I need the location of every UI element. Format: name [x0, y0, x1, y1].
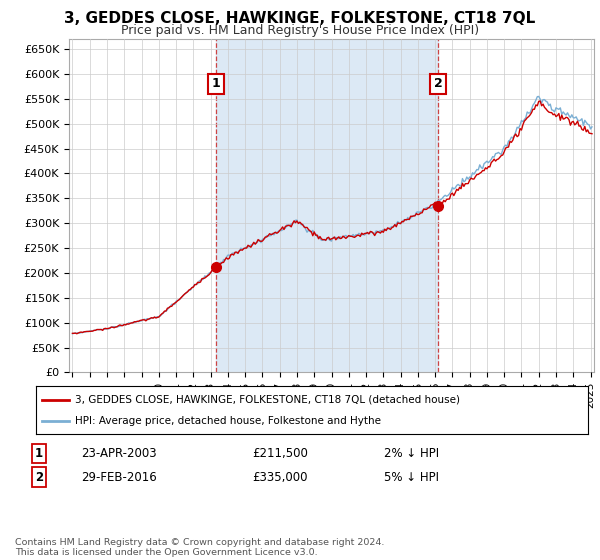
- Text: 1: 1: [212, 77, 220, 91]
- Text: £335,000: £335,000: [252, 470, 308, 484]
- Text: £211,500: £211,500: [252, 447, 308, 460]
- Text: 3, GEDDES CLOSE, HAWKINGE, FOLKESTONE, CT18 7QL (detached house): 3, GEDDES CLOSE, HAWKINGE, FOLKESTONE, C…: [74, 395, 460, 405]
- Text: 2% ↓ HPI: 2% ↓ HPI: [384, 447, 439, 460]
- Text: 3, GEDDES CLOSE, HAWKINGE, FOLKESTONE, CT18 7QL: 3, GEDDES CLOSE, HAWKINGE, FOLKESTONE, C…: [64, 11, 536, 26]
- Text: 2: 2: [434, 77, 442, 91]
- Text: Contains HM Land Registry data © Crown copyright and database right 2024.
This d: Contains HM Land Registry data © Crown c…: [15, 538, 385, 557]
- Text: 29-FEB-2016: 29-FEB-2016: [81, 470, 157, 484]
- Text: HPI: Average price, detached house, Folkestone and Hythe: HPI: Average price, detached house, Folk…: [74, 416, 380, 426]
- Text: 1: 1: [35, 447, 43, 460]
- Text: Price paid vs. HM Land Registry's House Price Index (HPI): Price paid vs. HM Land Registry's House …: [121, 24, 479, 36]
- Text: 2: 2: [35, 470, 43, 484]
- Text: 23-APR-2003: 23-APR-2003: [81, 447, 157, 460]
- Bar: [216, 39, 438, 372]
- Text: 5% ↓ HPI: 5% ↓ HPI: [384, 470, 439, 484]
